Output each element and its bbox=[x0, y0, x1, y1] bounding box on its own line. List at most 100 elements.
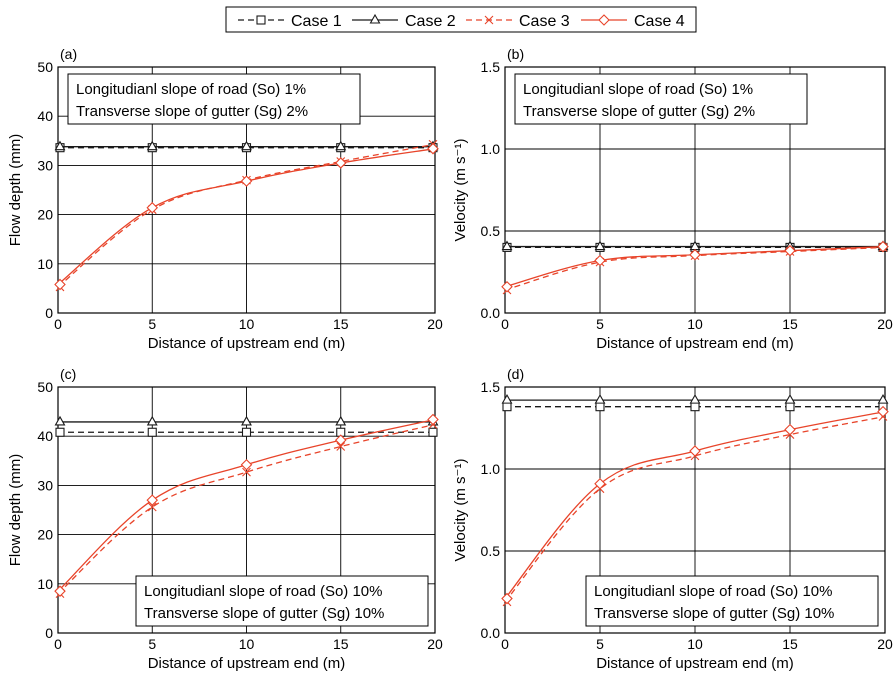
legend-marker bbox=[369, 13, 381, 24]
series-line bbox=[504, 410, 886, 599]
x-tick-label: 5 bbox=[596, 636, 604, 652]
chart-panel: 0 5 10 15 20 0.0 0.5 1.0 1.5 Distance of upstream… bbox=[452, 46, 893, 352]
y-tick-label: 1.0 bbox=[481, 461, 501, 477]
series-line bbox=[504, 415, 886, 603]
series-line bbox=[57, 418, 436, 592]
chart-panel: 0 5 10 15 20 0.0 0.5 1.0 1.5 Distance of upstream… bbox=[452, 366, 893, 672]
data-point bbox=[147, 502, 157, 512]
y-tick-label: 1.5 bbox=[481, 379, 501, 395]
data-point bbox=[689, 445, 701, 457]
data-point bbox=[335, 415, 347, 426]
legend-label: Case 3 bbox=[519, 13, 570, 30]
data-point bbox=[877, 240, 889, 253]
legend-entry: Case 3 bbox=[466, 13, 570, 30]
data-point bbox=[241, 427, 252, 437]
y-tick-label: 0.5 bbox=[481, 543, 501, 559]
series-case-4 bbox=[501, 405, 889, 605]
x-axis-label: Distance of upstream end (m) bbox=[148, 655, 346, 672]
y-tick-label: 0 bbox=[45, 305, 53, 321]
y-axis-label: Flow depth (mm) bbox=[7, 134, 24, 247]
y-tick-label: 30 bbox=[37, 477, 53, 493]
annotation-box: Longitudianl slope of road (So) 10% Trans… bbox=[585, 575, 879, 627]
x-tick-label: 20 bbox=[427, 316, 443, 332]
data-point bbox=[146, 201, 159, 214]
panel-label: (b) bbox=[507, 46, 524, 62]
data-point bbox=[428, 427, 438, 437]
y-tick-label: 1.0 bbox=[481, 141, 501, 157]
x-tick-label: 10 bbox=[239, 316, 255, 332]
panel-label: (d) bbox=[507, 366, 524, 382]
data-point bbox=[427, 413, 439, 426]
annotation-text: Longitudianl slope of road (So) 10% bbox=[144, 583, 383, 600]
data-point bbox=[241, 140, 252, 151]
data-point bbox=[54, 140, 66, 151]
x-tick-label: 15 bbox=[782, 636, 798, 652]
y-tick-label: 10 bbox=[37, 256, 53, 272]
data-point bbox=[427, 142, 439, 155]
y-tick-label: 50 bbox=[37, 59, 53, 75]
series-case-2 bbox=[501, 393, 889, 404]
data-point bbox=[595, 402, 605, 412]
data-point bbox=[784, 244, 796, 257]
data-point bbox=[689, 249, 701, 261]
data-point bbox=[594, 240, 606, 251]
x-tick-label: 15 bbox=[782, 316, 798, 332]
data-point bbox=[146, 415, 158, 426]
legend-marker bbox=[256, 15, 266, 25]
annotation-box: Longitudianl slope of road (So) 1% Transv… bbox=[67, 73, 361, 125]
data-point bbox=[336, 442, 346, 451]
data-point bbox=[55, 427, 65, 437]
series-case-2 bbox=[54, 140, 439, 151]
plot-frame bbox=[57, 386, 436, 634]
annotation-frame bbox=[135, 575, 429, 627]
x-axis-label: Distance of upstream end (m) bbox=[148, 335, 346, 352]
plot-frame bbox=[57, 66, 436, 314]
y-tick-label: 0 bbox=[45, 625, 53, 641]
data-point bbox=[240, 175, 253, 187]
data-point bbox=[147, 427, 157, 437]
chart-panel: 0 5 10 15 20 0 10 20 30 40 50 Distance of upstream … bbox=[7, 366, 443, 672]
data-point bbox=[334, 434, 347, 446]
y-tick-label: 50 bbox=[37, 379, 53, 395]
legend-entry: Case 1 bbox=[238, 13, 342, 30]
series-case-4 bbox=[54, 142, 439, 291]
x-tick-label: 5 bbox=[596, 316, 604, 332]
x-tick-label: 5 bbox=[148, 636, 156, 652]
x-tick-label: 10 bbox=[687, 316, 703, 332]
data-point bbox=[501, 393, 513, 404]
x-tick-label: 0 bbox=[54, 316, 62, 332]
data-point bbox=[335, 140, 347, 151]
data-point bbox=[877, 393, 889, 404]
x-tick-label: 20 bbox=[877, 636, 893, 652]
legend-label: Case 2 bbox=[405, 13, 456, 30]
data-point bbox=[785, 402, 795, 412]
series-case-2 bbox=[54, 415, 439, 426]
series-line bbox=[57, 423, 436, 595]
y-tick-label: 40 bbox=[37, 428, 53, 444]
data-point bbox=[241, 415, 252, 426]
legend-entry: Case 4 bbox=[581, 13, 685, 30]
legend-label: Case 4 bbox=[634, 13, 685, 30]
data-point bbox=[594, 477, 606, 490]
data-point bbox=[54, 278, 66, 291]
x-tick-label: 20 bbox=[877, 316, 893, 332]
data-point bbox=[501, 280, 513, 293]
y-tick-label: 40 bbox=[37, 108, 53, 124]
y-tick-label: 1.5 bbox=[481, 59, 501, 75]
annotation-text: Transverse slope of gutter (Sg) 10% bbox=[144, 605, 384, 622]
y-tick-label: 20 bbox=[37, 527, 53, 543]
series-line bbox=[57, 143, 436, 288]
data-point bbox=[146, 140, 158, 151]
legend-label: Case 1 bbox=[291, 13, 342, 30]
data-point bbox=[240, 458, 253, 471]
data-point bbox=[54, 585, 66, 597]
x-tick-label: 0 bbox=[501, 636, 509, 652]
annotation-text: Transverse slope of gutter (Sg) 2% bbox=[76, 103, 308, 120]
y-tick-label: 20 bbox=[37, 207, 53, 223]
x-axis-label: Distance of upstream end (m) bbox=[596, 655, 794, 672]
legend-entry: Case 2 bbox=[352, 13, 456, 30]
data-point bbox=[54, 415, 66, 426]
legend: Case 1 Case 2 Case 3 Case 4 bbox=[225, 6, 697, 33]
series-case-4 bbox=[501, 240, 889, 293]
